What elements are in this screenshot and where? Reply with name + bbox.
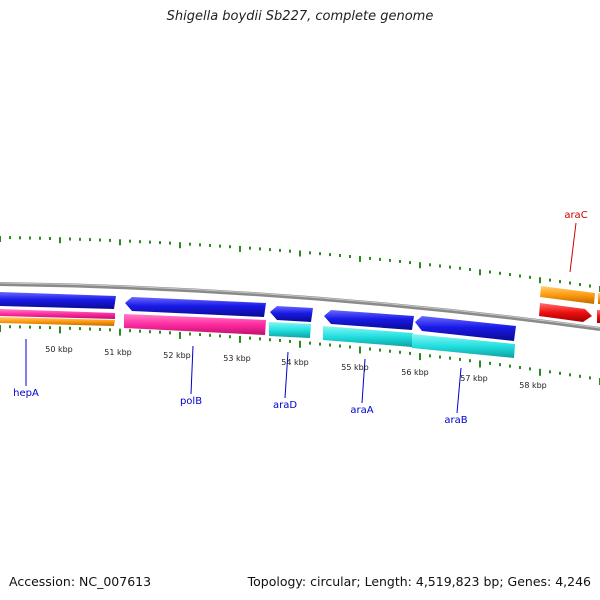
kbp-label-52: 52 kbp: [163, 351, 191, 360]
gene-label-arab[interactable]: araB: [444, 415, 468, 426]
genome-backbone-highlight: [0, 282, 600, 329]
genome-backbone: [0, 282, 600, 331]
cyan-bar-arad: [269, 322, 311, 338]
leader-arac: [569, 222, 577, 273]
kbp-label-54: 54 kbp: [281, 358, 309, 367]
red-arrow-arac[interactable]: [539, 303, 592, 322]
kbp-label-55: 55 kbp: [341, 363, 369, 372]
feature-bars: [0, 286, 600, 358]
genome-title: Shigella boydii Sb227, complete genome: [166, 9, 434, 24]
label-leaders: [25, 222, 577, 414]
gene-label-arad[interactable]: araD: [272, 400, 298, 411]
gene-arrow-hepa-region[interactable]: [0, 292, 116, 309]
accession-text: Accession: NC_007613: [9, 574, 152, 589]
orange-bar-arac: [540, 286, 595, 304]
forward-strand-genes: [0, 292, 516, 341]
gene-arrow-arab[interactable]: [415, 316, 516, 341]
gene-label-hepa[interactable]: hepA: [13, 388, 39, 399]
gene-label-araa[interactable]: araA: [350, 405, 374, 416]
red-bar-edge: [597, 310, 600, 323]
leader-arad: [284, 351, 289, 399]
gene-label-arac[interactable]: araC: [564, 210, 588, 221]
kbp-label-58: 58 kbp: [519, 381, 547, 390]
cyan-bar-arab: [412, 334, 515, 358]
cyan-bar-araa: [323, 326, 413, 347]
kbp-label-57: 57 kbp: [460, 374, 488, 383]
gene-label-polb[interactable]: polB: [179, 396, 203, 407]
pink-bar-left: [0, 309, 115, 319]
genome-summary-text: Topology: circular; Length: 4,519,823 bp…: [247, 574, 591, 589]
kbp-label-56: 56 kbp: [401, 368, 429, 377]
gene-arrow-araa[interactable]: [324, 310, 414, 330]
kbp-label-53: 53 kbp: [223, 354, 251, 363]
leader-araa: [361, 358, 366, 404]
leader-polb: [190, 345, 194, 395]
orange-bar-left: [0, 317, 115, 326]
inner-tick-ring: [0, 325, 600, 385]
pink-bar-polb: [124, 314, 266, 335]
outer-tick-ring: [0, 236, 600, 292]
gene-arrow-polb[interactable]: [125, 297, 266, 317]
leader-arab: [456, 367, 462, 414]
kbp-label-51: 51 kbp: [104, 348, 132, 357]
kbp-label-50: 50 kbp: [45, 345, 73, 354]
gene-arrow-arad[interactable]: [270, 306, 313, 322]
